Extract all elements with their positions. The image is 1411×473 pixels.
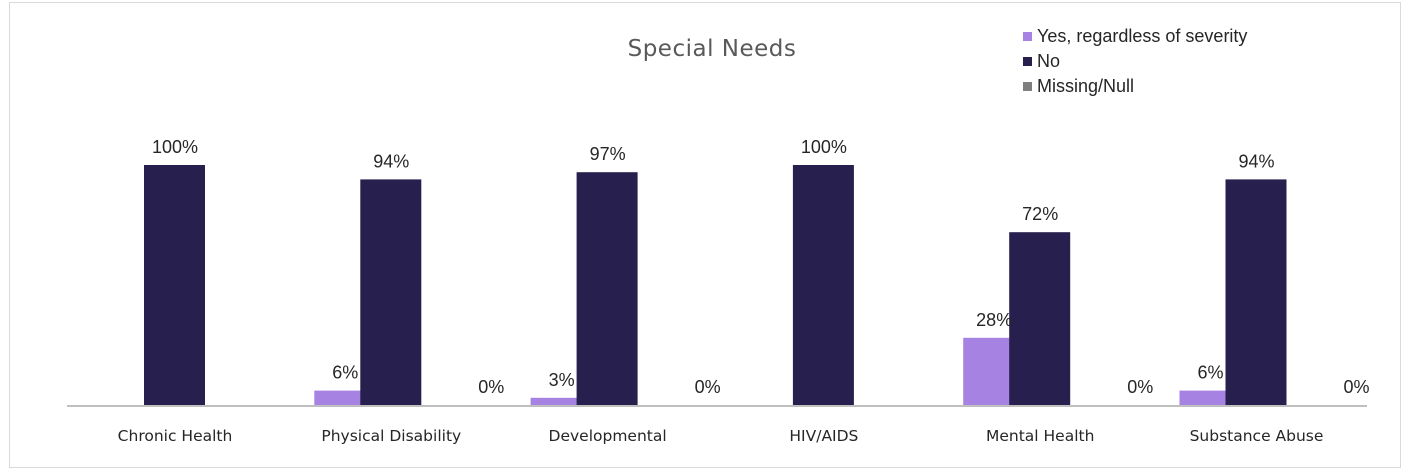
- bar-yes-regardless-of-severity-developmental: [530, 397, 592, 405]
- chart-frame: [9, 2, 1401, 468]
- bar-yes-regardless-of-severity-substance-abuse: [1179, 390, 1241, 405]
- data-label-missing-null-developmental: 0%: [695, 377, 721, 397]
- category-labels-group: Chronic Health Physical Disability Develop…: [118, 427, 1324, 445]
- data-label-no-hiv-aids: 100%: [801, 137, 847, 157]
- category-label-mental-health: Mental Health: [986, 427, 1094, 445]
- bar-yes-regardless-of-severity-physical-disability: [314, 390, 376, 405]
- bars-group: [144, 165, 1287, 405]
- data-label-missing-null-mental-health: 0%: [1127, 377, 1153, 397]
- legend-label-no: No: [1037, 51, 1060, 71]
- category-label-developmental: Developmental: [549, 427, 667, 445]
- data-label-no-substance-abuse: 94%: [1238, 151, 1274, 171]
- data-label-no-chronic-health: 100%: [152, 137, 198, 157]
- data-label-missing-null-physical-disability: 0%: [478, 377, 504, 397]
- data-label-yes-regardless-of-severity-mental-health: 28%: [976, 310, 1012, 330]
- bar-no-chronic-health: [144, 165, 205, 405]
- category-label-substance-abuse: Substance Abuse: [1190, 427, 1324, 445]
- data-label-no-mental-health: 72%: [1022, 204, 1058, 224]
- data-label-no-physical-disability: 94%: [373, 151, 409, 171]
- category-label-hiv-aids: HIV/AIDS: [789, 427, 858, 445]
- bar-no-developmental: [576, 172, 638, 405]
- chart-title: Special Needs: [628, 36, 797, 62]
- data-label-yes-regardless-of-severity-substance-abuse: 6%: [1197, 363, 1223, 383]
- category-label-physical-disability: Physical Disability: [321, 427, 461, 445]
- bar-no-mental-health: [1009, 232, 1071, 405]
- data-label-yes-regardless-of-severity-developmental: 3%: [549, 370, 575, 390]
- data-label-missing-null-substance-abuse: 0%: [1343, 377, 1369, 397]
- category-label-chronic-health: Chronic Health: [118, 427, 233, 445]
- bar-no-physical-disability: [360, 179, 422, 405]
- bar-no-substance-abuse: [1225, 179, 1287, 405]
- bar-no-hiv-aids: [792, 165, 854, 405]
- legend-swatch-missing-null: [1023, 82, 1032, 91]
- legend-label-yes-regardless-of-severity: Yes, regardless of severity: [1037, 26, 1247, 46]
- data-label-no-developmental: 97%: [590, 144, 626, 164]
- legend: Yes, regardless of severity No Missing/Nul…: [1023, 26, 1247, 96]
- data-labels-group: 100% 6% 94% 0% 3% 97% 0% 100% 28% 72% 0% 6% 94% 0%: [152, 137, 1370, 397]
- legend-swatch-yes-regardless-of-severity: [1023, 32, 1032, 41]
- data-label-yes-regardless-of-severity-physical-disability: 6%: [332, 363, 358, 383]
- legend-label-missing-null: Missing/Null: [1037, 76, 1134, 96]
- legend-swatch-no: [1023, 57, 1032, 66]
